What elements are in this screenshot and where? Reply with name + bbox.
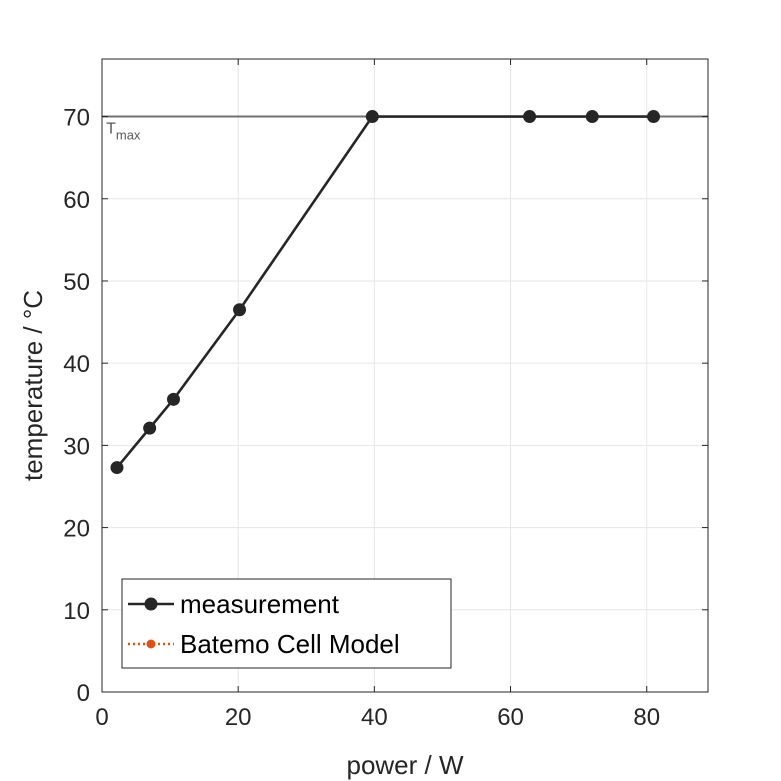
x-axis-title: power / W — [346, 750, 463, 780]
y-tick-label: 10 — [63, 598, 90, 625]
plot-area-frame — [101, 58, 709, 693]
annotations: Tmax — [106, 120, 141, 142]
axis-ticks: 0 20 40 60 80 0 10 20 30 40 50 60 70 — [63, 59, 708, 731]
x-tick-label: 0 — [95, 704, 108, 731]
series-line — [115, 115, 654, 469]
y-tick-label: 50 — [63, 269, 90, 296]
y-tick-label: 40 — [63, 351, 90, 378]
legend-box — [121, 578, 452, 669]
legend-entry: Batemo Cell Model — [128, 629, 400, 659]
legend-marker — [146, 639, 156, 649]
legend-entry: measurement — [128, 589, 340, 619]
data-point — [110, 461, 124, 475]
data-point — [365, 110, 379, 124]
x-tick-label: 20 — [225, 704, 252, 731]
data-point — [143, 421, 157, 435]
data-point — [523, 110, 537, 124]
y-tick-label: 60 — [63, 187, 90, 214]
data-point — [233, 303, 247, 317]
tmax-annotation: Tmax — [106, 120, 141, 142]
x-tick-label: 60 — [497, 704, 524, 731]
x-tick-label: 80 — [633, 704, 660, 731]
data-point — [585, 110, 599, 124]
x-tick-label: 40 — [361, 704, 388, 731]
y-tick-label: 70 — [63, 105, 90, 132]
data-point — [647, 110, 661, 124]
y-tick-label: 0 — [77, 680, 90, 707]
y-tick-label: 30 — [63, 433, 90, 460]
y-tick-label: 20 — [63, 516, 90, 543]
data-point — [166, 392, 180, 406]
data-series — [110, 110, 661, 475]
legend-label: measurement — [180, 589, 340, 619]
legend-label: Batemo Cell Model — [180, 629, 400, 659]
legend: measurement Batemo Cell Model — [121, 578, 452, 669]
y-axis-title: temperature / °C — [18, 290, 48, 481]
legend-marker — [144, 597, 158, 611]
